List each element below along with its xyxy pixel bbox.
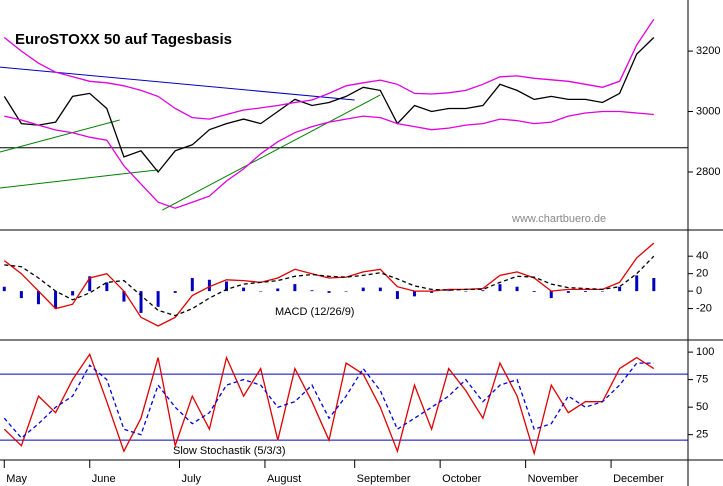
histogram-bar xyxy=(207,279,211,292)
histogram-bar xyxy=(71,291,75,296)
histogram-bar xyxy=(293,284,297,292)
histogram-bar xyxy=(395,291,399,299)
histogram-bar xyxy=(601,291,605,292)
histogram-bar xyxy=(583,291,587,292)
y-tick-label: 50 xyxy=(696,401,708,413)
panel-title: MACD (12/26/9) xyxy=(275,306,354,318)
histogram-bar xyxy=(635,275,639,292)
series-line xyxy=(3,362,654,439)
histogram-bar xyxy=(139,291,143,313)
histogram-bar xyxy=(310,290,314,292)
histogram-bar xyxy=(481,290,485,292)
histogram-bar xyxy=(464,291,468,292)
y-tick-label: 20 xyxy=(696,268,708,280)
x-tick-label: July xyxy=(181,473,201,485)
y-tick-label: 3200 xyxy=(696,45,720,57)
histogram-bar xyxy=(276,288,280,292)
series-line xyxy=(3,242,655,327)
series-line xyxy=(3,37,655,174)
panel-title: Slow Stochastik (5/3/3) xyxy=(173,445,286,457)
y-tick-label: 40 xyxy=(696,250,708,262)
y-tick-label: 2800 xyxy=(696,166,720,178)
histogram-bar xyxy=(88,276,92,292)
x-tick-label: October xyxy=(442,473,481,485)
series-line xyxy=(3,352,655,456)
panel xyxy=(2,242,656,327)
watermark: www.chartbuero.de xyxy=(511,213,606,225)
histogram-bar xyxy=(190,278,194,292)
histogram-bar xyxy=(447,290,451,292)
y-tick-label: 0 xyxy=(696,285,702,297)
y-tick-label: 100 xyxy=(696,346,714,358)
series-line xyxy=(3,18,655,120)
x-tick-label: December xyxy=(613,473,664,485)
histogram-bar xyxy=(515,286,519,292)
histogram-bar xyxy=(327,291,331,293)
histogram-bar xyxy=(242,287,246,292)
series-line xyxy=(4,255,655,317)
histogram-bar xyxy=(652,278,656,292)
histogram-bar xyxy=(549,291,553,299)
panel xyxy=(0,352,688,456)
trend-line xyxy=(0,119,120,153)
histogram-bar xyxy=(259,291,263,292)
histogram-bar xyxy=(105,282,109,292)
y-tick-label: 25 xyxy=(696,429,708,441)
histogram-bar xyxy=(2,286,6,292)
panel xyxy=(0,18,688,211)
histogram-bar xyxy=(378,287,382,292)
histogram-bar xyxy=(498,284,502,292)
histogram-bar xyxy=(344,291,348,292)
x-tick-label: June xyxy=(92,473,116,485)
x-tick-label: September xyxy=(357,473,411,485)
histogram-bar xyxy=(361,287,365,292)
plot-layer: 2800 3000 3200 -20 0 20 40 25 50 75 100 May June July… xyxy=(0,18,720,485)
series-line xyxy=(4,110,654,209)
histogram-bar xyxy=(156,291,160,307)
histogram-bar xyxy=(413,291,417,297)
histogram-bar xyxy=(532,291,536,292)
histogram-bar xyxy=(566,291,570,293)
histogram-bar xyxy=(224,281,228,292)
trend-line xyxy=(162,94,381,211)
histogram-bar xyxy=(19,291,23,299)
histogram-bar xyxy=(173,291,177,293)
y-tick-label: 3000 xyxy=(696,105,720,117)
trend-line xyxy=(0,169,159,189)
y-tick-label: 75 xyxy=(696,374,708,386)
x-tick-label: August xyxy=(267,473,301,485)
x-tick-label: November xyxy=(528,473,579,485)
histogram-bar xyxy=(54,291,58,309)
histogram-bar xyxy=(618,286,622,292)
chart-title: EuroSTOXX 50 auf Tagesbasis xyxy=(15,31,232,48)
x-tick-label: May xyxy=(6,473,27,485)
histogram-bar xyxy=(430,291,434,293)
histogram-bar xyxy=(122,291,126,302)
y-tick-label: -20 xyxy=(696,302,712,314)
histogram-bar xyxy=(36,291,40,305)
